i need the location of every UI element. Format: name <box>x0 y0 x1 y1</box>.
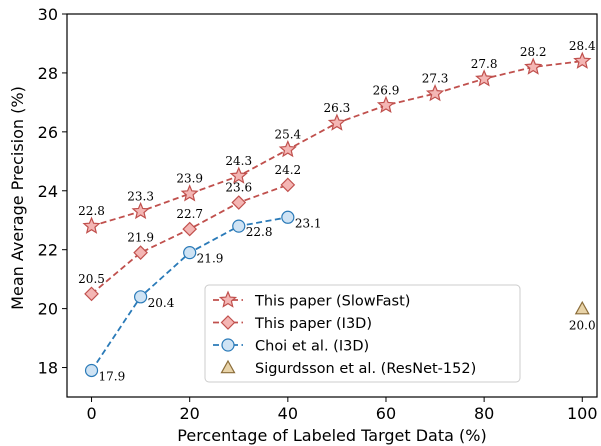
x-tick-label: 20 <box>180 404 200 423</box>
data-label: 22.8 <box>78 204 105 218</box>
data-point-choi-et-al-i3d <box>84 363 99 378</box>
data-labels: 22.8 23.3 23.9 24.3 25.4 26.3 26.9 27.3 27.8 28.2… <box>78 39 596 383</box>
plot-frame <box>66 13 598 398</box>
data-label: 22.7 <box>176 207 203 221</box>
legend: This paper (SlowFast) This paper (I3D) Cho… <box>204 284 521 383</box>
data-label: 27.8 <box>471 57 498 71</box>
data-point-this-paper-slowfast <box>475 69 494 87</box>
y-tick-label: 28 <box>38 64 58 83</box>
y-axis-label: Mean Average Precision (%) <box>8 86 27 310</box>
data-label: 24.3 <box>225 154 252 168</box>
y-axis-ticks: 18 20 22 24 26 28 30 <box>38 5 67 378</box>
x-axis-ticks: 0 20 40 60 80 100 <box>86 397 598 423</box>
data-point-this-paper-slowfast <box>278 139 297 158</box>
legend-marker-sigurdsson-et-al-resnet-152 <box>220 359 236 374</box>
data-point-choi-et-al-i3d <box>281 210 295 224</box>
data-label: 21.9 <box>197 252 224 266</box>
data-point-this-paper-slowfast <box>524 57 543 75</box>
data-label: 23.3 <box>127 189 154 203</box>
x-tick-label: 40 <box>278 404 298 423</box>
data-point-choi-et-al-i3d <box>232 219 246 233</box>
plot-border <box>66 13 598 398</box>
data-label: 22.8 <box>246 225 273 239</box>
data-point-this-paper-slowfast <box>573 51 592 69</box>
data-label: 28.4 <box>569 39 596 53</box>
x-axis-label: Percentage of Labeled Target Data (%) <box>177 426 486 445</box>
data-point-this-paper-slowfast <box>229 166 248 184</box>
y-tick-label: 26 <box>38 123 58 142</box>
data-point-this-paper-i3d <box>280 177 296 193</box>
data-label: 23.1 <box>295 216 322 230</box>
data-label: 21.9 <box>127 231 154 245</box>
data-point-this-paper-slowfast <box>82 216 101 234</box>
legend-marker-this-paper-i3d <box>220 315 236 330</box>
data-point-this-paper-slowfast <box>425 83 445 102</box>
data-point-sigurdsson-et-al-resnet-152 <box>574 300 590 315</box>
y-tick-label: 30 <box>38 5 58 24</box>
data-point-this-paper-slowfast <box>376 95 396 114</box>
legend-marker-this-paper-slowfast <box>218 290 238 308</box>
x-tick-label: 80 <box>474 404 494 423</box>
data-point-this-paper-i3d <box>231 195 247 210</box>
data-point-this-paper-i3d <box>84 286 99 302</box>
series-markers <box>82 51 592 378</box>
legend-label: This paper (SlowFast) <box>254 294 410 310</box>
data-label: 27.3 <box>422 72 449 86</box>
data-label: 26.3 <box>324 101 351 115</box>
data-label: 20.4 <box>148 296 175 310</box>
legend-label: Choi et al. (I3D) <box>255 339 369 355</box>
data-point-this-paper-slowfast <box>327 113 347 131</box>
x-tick-label: 0 <box>86 404 96 423</box>
y-tick-label: 24 <box>38 182 58 201</box>
data-label: 24.2 <box>274 163 301 177</box>
data-point-this-paper-slowfast <box>180 184 199 202</box>
x-tick-label: 60 <box>376 404 396 423</box>
legend-marker-choi-et-al-i3d <box>221 338 235 352</box>
y-tick-label: 20 <box>38 300 58 319</box>
data-label: 23.6 <box>225 181 252 195</box>
y-tick-label: 18 <box>38 359 58 378</box>
legend-label: Sigurdsson et al. (ResNet-152) <box>255 361 476 377</box>
data-label: 20.5 <box>78 272 105 286</box>
data-label: 26.9 <box>373 83 400 97</box>
y-tick-label: 22 <box>38 241 58 260</box>
legend-label: This paper (I3D) <box>254 316 372 332</box>
data-point-this-paper-slowfast <box>131 201 150 220</box>
x-tick-label: 100 <box>567 404 598 423</box>
data-label: 28.2 <box>520 45 547 59</box>
data-label: 17.9 <box>99 369 126 383</box>
data-point-this-paper-i3d <box>182 221 198 237</box>
legend-box <box>204 284 521 383</box>
data-point-choi-et-al-i3d <box>134 290 148 304</box>
data-label: 23.9 <box>176 172 203 186</box>
data-point-choi-et-al-i3d <box>183 246 197 260</box>
data-label: 20.0 <box>569 319 596 333</box>
data-label: 25.4 <box>274 128 301 142</box>
data-point-this-paper-i3d <box>133 245 148 260</box>
